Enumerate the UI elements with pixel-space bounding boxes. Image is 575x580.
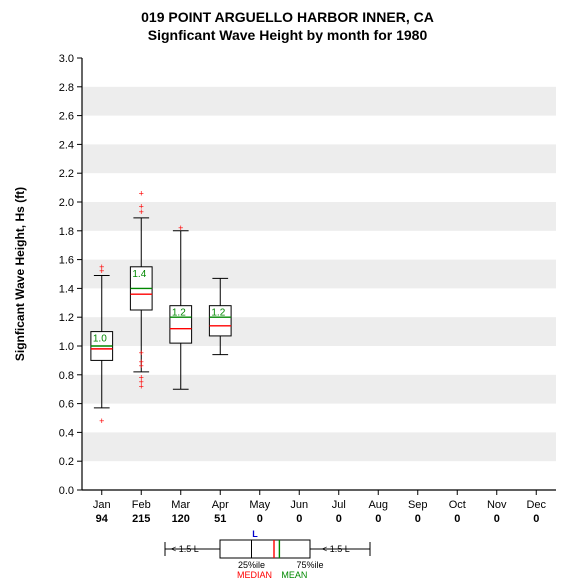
x-count-label: 51: [214, 513, 226, 525]
x-tick-label: Dec: [526, 499, 546, 511]
y-tick-label: 1.0: [59, 341, 74, 353]
x-tick-label: Sep: [408, 499, 428, 511]
x-count-label: 0: [375, 513, 381, 525]
y-tick-label: 2.8: [59, 82, 74, 94]
x-tick-label: Feb: [132, 499, 151, 511]
box-value-label: 1.2: [211, 308, 225, 319]
y-tick-label: 0.2: [59, 456, 74, 468]
legend-lt15L-left: < 1.5 L: [171, 544, 199, 554]
chart-title-line1: 019 POINT ARGUELLO HARBOR INNER, CA: [141, 9, 434, 25]
x-count-label: 94: [96, 513, 109, 525]
box-value-label: 1.2: [172, 308, 186, 319]
legend-75ile: 75%ile: [296, 560, 323, 570]
x-tick-label: Jun: [290, 499, 308, 511]
x-tick-label: May: [249, 499, 270, 511]
x-count-label: 0: [257, 513, 263, 525]
outlier-marker: +: [139, 357, 144, 367]
x-count-label: 0: [494, 513, 500, 525]
x-count-label: 215: [132, 513, 150, 525]
x-tick-label: Mar: [171, 499, 190, 511]
legend-lt15L-right: < 1.5 L: [322, 544, 350, 554]
y-tick-label: 1.2: [59, 312, 74, 324]
outlier-marker: +: [139, 188, 144, 198]
y-tick-label: 1.8: [59, 226, 74, 238]
y-tick-label: 0.4: [59, 427, 74, 439]
y-tick-label: 2.0: [59, 197, 74, 209]
x-tick-label: Jul: [332, 499, 346, 511]
x-tick-label: Oct: [449, 499, 466, 511]
x-tick-label: Jan: [93, 499, 111, 511]
outlier-marker: +: [99, 262, 104, 272]
y-tick-label: 2.6: [59, 111, 74, 123]
x-count-label: 0: [296, 513, 302, 525]
y-tick-label: 0.0: [59, 485, 74, 497]
outlier-marker: +: [139, 373, 144, 383]
legend-L: L: [252, 529, 258, 539]
legend-median: MEDIAN: [237, 570, 272, 580]
y-tick-label: 2.2: [59, 168, 74, 180]
y-axis-label: Signficant Wave Height, Hs (ft): [13, 187, 27, 361]
x-count-label: 0: [336, 513, 342, 525]
x-count-label: 0: [415, 513, 421, 525]
y-tick-label: 3.0: [59, 53, 74, 65]
y-tick-label: 0.8: [59, 370, 74, 382]
outlier-marker: +: [178, 223, 183, 233]
x-count-label: 0: [533, 513, 539, 525]
outlier-marker: +: [99, 416, 104, 426]
y-tick-label: 0.6: [59, 399, 74, 411]
x-tick-label: Nov: [487, 499, 507, 511]
y-tick-label: 2.4: [59, 139, 74, 151]
x-tick-label: Apr: [212, 499, 229, 511]
box-value-label: 1.4: [132, 269, 146, 280]
y-tick-label: 1.4: [59, 283, 74, 295]
chart-title-line2: Signficant Wave Height by month for 1980: [148, 27, 428, 43]
y-tick-label: 1.6: [59, 255, 74, 267]
x-tick-label: Aug: [368, 499, 388, 511]
box-value-label: 1.0: [93, 334, 107, 345]
x-count-label: 120: [172, 513, 190, 525]
legend-25ile: 25%ile: [238, 560, 265, 570]
outlier-marker: +: [139, 348, 144, 358]
boxplot-chart: 0.0 0.2 0.4 0.6 0.8 1.0 1.2 1.4 1.6 1.8 2.0 2.2 2.4 2…: [0, 0, 575, 580]
legend-mean: MEAN: [281, 570, 307, 580]
outlier-marker: +: [139, 201, 144, 211]
x-count-label: 0: [454, 513, 460, 525]
